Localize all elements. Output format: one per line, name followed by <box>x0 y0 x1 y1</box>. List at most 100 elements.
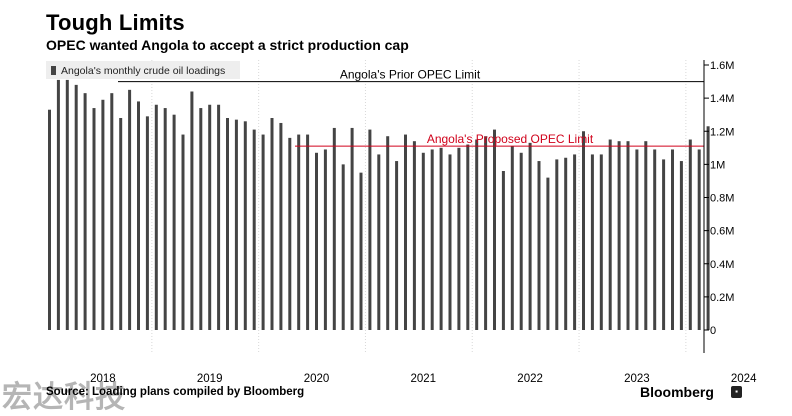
bar <box>466 144 470 330</box>
bar <box>181 134 185 330</box>
bar <box>172 114 176 330</box>
chart-subtitle: OPEC wanted Angola to accept a strict pr… <box>46 37 409 53</box>
y-tick-label: 1.4M <box>710 93 734 105</box>
bar <box>439 147 443 330</box>
bar <box>679 161 683 330</box>
x-tick-label: 2020 <box>304 373 330 385</box>
bar <box>644 141 648 330</box>
bloomberg-mark-icon: ▪ <box>731 386 742 398</box>
bar <box>56 79 60 330</box>
bar <box>404 134 407 330</box>
source-note: Source: Loading plans compiled by Bloomb… <box>46 386 305 398</box>
bar <box>688 139 692 330</box>
bar <box>484 136 488 330</box>
x-tick-label: 2023 <box>624 373 650 385</box>
bar <box>128 89 132 330</box>
bar <box>475 139 479 330</box>
x-tick-label: 2019 <box>197 373 223 385</box>
bar <box>350 127 354 330</box>
bar <box>386 136 390 330</box>
bar <box>48 109 51 330</box>
reference-line-label: Angola's Proposed OPEC Limit <box>427 132 594 146</box>
bar <box>528 142 532 330</box>
bar <box>697 149 701 330</box>
bar <box>226 118 229 330</box>
y-tick-label: 0.2M <box>710 292 734 304</box>
bar <box>412 141 416 330</box>
bar <box>92 108 96 330</box>
bar <box>137 101 140 330</box>
x-tick-label: 2022 <box>517 373 543 385</box>
chart-title: Tough Limits <box>46 10 185 35</box>
y-tick-label: 0 <box>710 325 716 337</box>
bar <box>341 164 345 330</box>
bar <box>626 141 630 330</box>
x-tick-label: 2021 <box>411 373 437 385</box>
y-tick-label: 0.4M <box>710 259 734 271</box>
legend-box <box>46 61 240 79</box>
bar <box>110 93 114 330</box>
bar <box>653 149 657 330</box>
y-tick-label: 1.6M <box>710 60 734 72</box>
bar <box>590 154 594 330</box>
bar <box>243 121 247 330</box>
bar <box>145 116 149 330</box>
legend: Angola's monthly crude oil loadings <box>46 61 240 79</box>
y-tick-label: 0.8M <box>710 193 734 205</box>
bar <box>493 129 496 330</box>
watermark-text: 宏达科技 <box>2 380 126 415</box>
bar <box>448 154 452 330</box>
bar <box>190 91 194 330</box>
year-separators <box>151 60 687 353</box>
bar <box>323 149 327 330</box>
bar <box>519 152 523 330</box>
bar <box>163 108 167 330</box>
bar <box>537 161 541 330</box>
bar <box>635 149 639 330</box>
x-tick-label: 2024 <box>731 373 757 385</box>
reference-lines: Angola's Prior OPEC Limit Angola's Propos… <box>118 68 704 147</box>
bar <box>617 141 621 330</box>
bar <box>706 126 710 330</box>
bar <box>599 154 603 330</box>
bar <box>395 161 399 330</box>
bar <box>332 127 336 330</box>
bar <box>555 159 559 330</box>
y-axis: 0 0.2M 0.4M 0.6M 0.8M 1M 1.2M 1.4M 1.6M <box>703 60 734 353</box>
bar <box>421 152 425 330</box>
bar <box>368 129 372 330</box>
x-axis: 2018 2019 2020 2021 2022 2023 2024 <box>90 373 757 385</box>
x-tick-label: 2018 <box>90 373 116 385</box>
bar <box>297 134 301 330</box>
bar <box>288 137 292 330</box>
bar <box>270 118 274 330</box>
bar <box>279 122 283 330</box>
bar <box>573 154 577 330</box>
bar <box>662 159 666 330</box>
legend-swatch <box>51 66 56 75</box>
bloomberg-logo: Bloomberg <box>640 384 714 400</box>
bar <box>671 149 674 330</box>
bar <box>65 79 69 330</box>
y-tick-label: 0.6M <box>710 226 734 238</box>
bar <box>430 149 434 330</box>
bar <box>101 99 105 330</box>
bar <box>252 129 256 330</box>
legend-label: Angola's monthly crude oil loadings <box>61 65 225 77</box>
bar <box>546 177 550 330</box>
bar <box>217 104 221 330</box>
bar <box>359 172 363 330</box>
bar <box>208 104 212 330</box>
y-tick-label: 1.2M <box>710 126 734 138</box>
bar <box>377 154 381 330</box>
reference-line-label: Angola's Prior OPEC Limit <box>340 68 481 82</box>
bar <box>582 131 585 330</box>
bar <box>119 118 123 330</box>
bar <box>261 134 265 330</box>
bar <box>154 104 158 330</box>
bar <box>83 93 87 330</box>
bar <box>457 147 461 330</box>
bar <box>315 152 318 330</box>
